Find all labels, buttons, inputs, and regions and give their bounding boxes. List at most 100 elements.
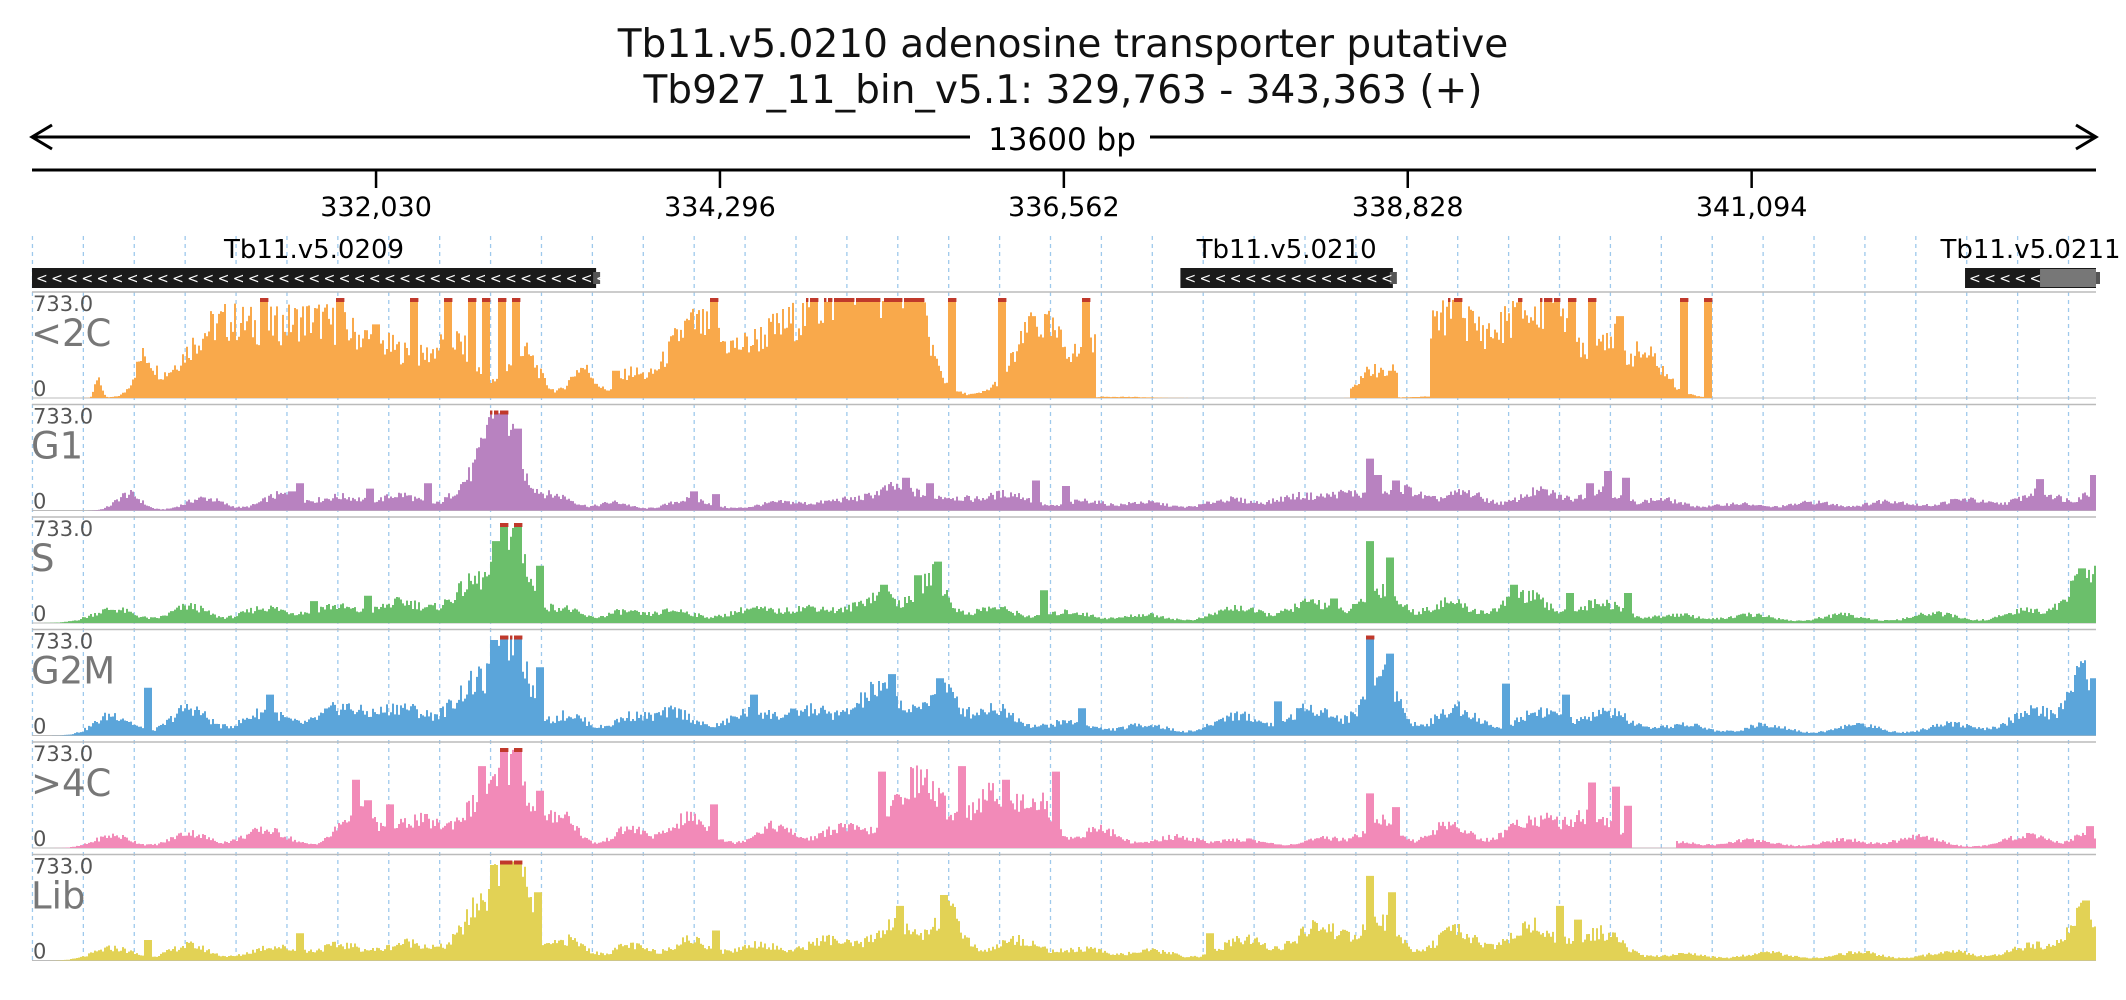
coverage-area [32, 298, 2096, 398]
clipped-peak-marker [898, 298, 901, 302]
clipped-peak-marker [514, 298, 517, 302]
clipped-peak-marker [508, 860, 511, 865]
clipped-peak-marker [1594, 298, 1597, 302]
clipped-peak-marker [912, 298, 915, 302]
clipped-peak-marker [1556, 298, 1559, 302]
clipped-peak-marker [488, 298, 491, 302]
clipped-peak-marker [1710, 298, 1713, 302]
clipped-peak-marker [866, 298, 869, 302]
clipped-peak-marker [842, 298, 845, 302]
clipped-peak-marker [904, 298, 907, 302]
clipped-peak-marker [504, 410, 507, 415]
clipped-peak-marker [1574, 298, 1577, 302]
chart-subtitle: Tb927_11_bin_v5.1: 329,763 - 343,363 (+) [643, 68, 1483, 113]
clipped-peak-marker [806, 298, 809, 302]
track-name-label: Lib [31, 875, 85, 918]
clipped-peak-marker [834, 298, 837, 302]
gene-track[interactable]: <<<<<<<<<<<<<<<<<<<<<<<<<<<<<<<<<<<<<<< T… [32, 235, 2121, 288]
clipped-peak-marker [1548, 298, 1551, 302]
clipped-peak-marker [1368, 635, 1371, 640]
track-name-label: G2M [31, 650, 115, 693]
clipped-peak-marker [502, 860, 505, 865]
clipped-peak-marker [874, 298, 877, 302]
axis-tick-label: 341,094 [1696, 192, 1808, 223]
clipped-peak-marker [500, 748, 503, 752]
clipped-peak-marker [850, 298, 853, 302]
clipped-peak-marker [450, 298, 453, 302]
clipped-peak-marker [864, 298, 867, 302]
track-name-label: S [31, 537, 55, 580]
clipped-peak-marker [1572, 298, 1575, 302]
clipped-peak-marker [1592, 298, 1595, 302]
gene-feature[interactable]: <<<<<<<<<<<<<< Tb11.v5.0210 [1180, 235, 1397, 288]
clipped-peak-marker [1588, 298, 1591, 302]
clipped-peak-marker [510, 635, 513, 640]
clipped-peak-marker [920, 298, 923, 302]
track-ymin-label: 0 [33, 377, 46, 401]
clipped-peak-marker [900, 298, 903, 302]
clipped-peak-marker [502, 635, 505, 640]
clipped-peak-marker [1540, 298, 1543, 302]
clipped-peak-marker [446, 298, 449, 302]
clipped-peak-marker [504, 860, 507, 865]
clipped-peak-marker [710, 298, 713, 302]
clipped-peak-marker [500, 410, 503, 415]
axis-tick-label: 338,828 [1352, 192, 1464, 223]
clipped-peak-marker [716, 298, 719, 302]
clipped-peak-marker [1366, 635, 1369, 640]
track-ymin-label: 0 [33, 827, 46, 851]
clipped-peak-marker [474, 298, 477, 302]
clipped-peak-marker [502, 298, 505, 302]
clipped-peak-marker [500, 860, 503, 865]
gene-feature[interactable]: <<<<<<<<<<<<<<<<<<<<<<<<<<<<<<<<<<<<<<< T… [32, 235, 626, 288]
clipped-peak-marker [860, 298, 863, 302]
coverage-tracks: 733.00<2C733.00G1733.00S733.00G2M733.00>… [31, 291, 2096, 964]
clipped-peak-marker [520, 860, 523, 865]
clipped-peak-marker [878, 298, 881, 302]
gene-end-cap [593, 272, 601, 284]
clipped-peak-marker [1088, 298, 1091, 302]
clipped-peak-marker [1004, 298, 1007, 302]
gene-bar[interactable] [32, 268, 597, 288]
clipped-peak-marker [840, 298, 843, 302]
gene-end-cap [2093, 272, 2100, 284]
clipped-peak-marker [922, 298, 925, 302]
clipped-peak-marker [838, 298, 841, 302]
track-ymin-label: 0 [33, 715, 46, 739]
clipped-peak-marker [490, 410, 493, 415]
clipped-peak-marker [812, 298, 815, 302]
clipped-peak-marker [518, 635, 521, 640]
track-ymax-label: 733.0 [33, 292, 93, 316]
clipped-peak-marker [498, 298, 501, 302]
clipped-peak-marker [518, 748, 521, 752]
track-name-label: G1 [31, 425, 83, 468]
clipped-peak-marker [828, 298, 831, 302]
clipped-peak-marker [520, 523, 523, 527]
gene-label: Tb11.v5.0210 [1196, 235, 1377, 265]
clipped-peak-marker [848, 298, 851, 302]
clipped-peak-marker [486, 298, 489, 302]
clipped-peak-marker [338, 298, 341, 302]
clipped-peak-marker [500, 523, 503, 527]
scale-span-label: 13600 bp [988, 122, 1136, 158]
clipped-peak-marker [1704, 298, 1707, 302]
clipped-peak-marker [916, 298, 919, 302]
clipped-peak-marker [1546, 298, 1549, 302]
coverage-area [32, 635, 2096, 736]
clipped-peak-marker [342, 298, 345, 302]
clipped-peak-marker [444, 298, 447, 302]
clipped-peak-marker [410, 298, 413, 302]
clipped-peak-marker [1680, 298, 1683, 302]
clipped-peak-marker [1568, 298, 1571, 302]
clipped-peak-marker [502, 523, 505, 527]
clipped-peak-marker [448, 298, 451, 302]
clipped-peak-marker [1520, 298, 1523, 302]
clipped-peak-marker [858, 298, 861, 302]
gene-bar[interactable] [1180, 268, 1393, 288]
arrow-right-icon [2075, 123, 2099, 151]
coverage-track: 733.0 0 >4C [31, 741, 2096, 851]
clipped-peak-marker [1518, 298, 1521, 302]
clipped-peak-marker [516, 523, 519, 527]
track-name-label: >4C [31, 762, 111, 805]
